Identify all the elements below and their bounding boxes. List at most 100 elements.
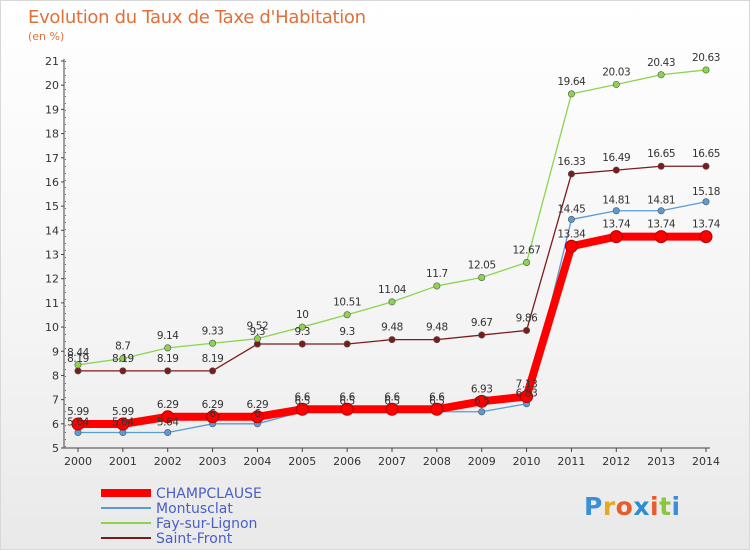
data-point [71,417,85,431]
data-label: 5.64 [157,417,179,429]
data-label: 16.33 [557,156,585,168]
data-point [119,367,127,375]
data-label: 8.19 [67,353,89,365]
data-point [612,166,620,174]
x-tick-label: 2002 [154,455,182,468]
data-label: 13.74 [647,219,676,231]
data-label: 20.03 [602,66,630,78]
x-tick-label: 2005 [288,455,316,468]
y-tick-label: 13 [45,249,59,262]
data-label: 6.29 [247,399,269,411]
data-point [433,282,441,290]
data-label: 6.83 [516,388,538,400]
data-label: 9.48 [426,322,448,334]
data-point [523,258,531,266]
data-point [385,402,399,416]
y-tick-label: 10 [45,321,59,334]
y-tick-label: 6 [52,418,59,431]
data-label: 14.81 [647,195,675,207]
data-label: 6.29 [157,399,179,411]
legend-label: Saint-Front [156,531,233,547]
x-tick-label: 2013 [647,455,675,468]
data-point [702,198,710,206]
data-point [609,230,623,244]
data-label: 8.19 [157,353,179,365]
data-point [250,410,264,424]
logo-letter: t [659,492,672,521]
x-tick-label: 2012 [602,455,630,468]
data-label: 8.19 [112,353,134,365]
data-label: 5.64 [67,417,89,429]
data-point [164,429,172,437]
logo-letter: i [650,492,660,521]
data-point [657,71,665,79]
data-point [388,336,396,344]
data-label: 5.64 [112,417,134,429]
data-label: 11.04 [378,284,407,296]
data-label: 6.6 [295,391,311,403]
data-label: 6.6 [429,391,445,403]
data-point [564,239,578,253]
data-point [116,417,130,431]
legend-label: Fay-sur-Lignon [156,516,257,532]
y-tick-label: 18 [45,128,59,141]
data-label: 10.51 [333,297,361,309]
data-point [567,90,575,98]
data-label: 5.99 [112,406,134,418]
data-label: 9.33 [202,325,224,337]
data-point [657,162,665,170]
data-label: 13.74 [602,219,631,231]
x-tick-label: 2000 [64,455,92,468]
data-point [433,336,441,344]
x-tick-label: 2011 [557,455,585,468]
y-tick-label: 5 [52,442,59,455]
logo-letter: P [584,492,603,521]
data-point [478,408,486,416]
data-point [699,230,713,244]
data-point [74,367,82,375]
data-label: 8.19 [202,353,224,365]
data-point [164,367,172,375]
data-point [295,402,309,416]
data-point [119,355,127,363]
x-tick-label: 2010 [513,455,541,468]
logo-letter: o [615,492,634,521]
data-label: 9.67 [471,317,493,329]
data-label: 20.63 [692,52,720,64]
data-label: 6 [209,408,216,420]
data-label: 16.65 [647,148,675,160]
data-point [567,215,575,223]
data-point [253,335,261,343]
legend-label: CHAMPCLAUSE [156,486,262,502]
data-label: 11.7 [426,268,448,280]
x-tick-label: 2009 [468,455,496,468]
y-tick-label: 7 [52,394,59,407]
data-label: 6.29 [202,399,224,411]
data-point [475,394,489,408]
y-tick-label: 12 [45,273,59,286]
data-label: 14.81 [602,195,630,207]
logo-letter: i [671,492,681,521]
data-label: 9.48 [381,322,403,334]
data-label: 6.5 [429,396,445,408]
data-label: 13.34 [557,228,586,240]
series-line-2 [77,69,707,366]
data-point [567,170,575,178]
legend-label: Montusclat [156,501,233,517]
x-tick-label: 2001 [109,455,137,468]
data-label: 6.6 [339,391,355,403]
data-point [612,80,620,88]
y-tick-label: 21 [45,55,59,68]
y-tick-label: 9 [52,345,59,358]
data-label: 9.3 [339,326,355,338]
data-label: 6.93 [471,383,493,395]
data-point [164,344,172,352]
data-point [702,162,710,170]
data-label: 7.13 [516,378,538,390]
data-label: 12.67 [513,244,541,256]
data-point [478,273,486,281]
data-label: 6.5 [474,396,490,408]
data-label: 9.3 [295,326,311,338]
x-tick-label: 2006 [333,455,361,468]
